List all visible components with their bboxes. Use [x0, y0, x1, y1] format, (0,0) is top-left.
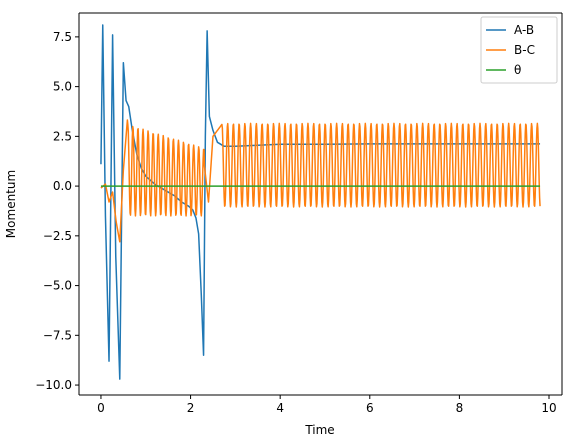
x-tick-label: 0	[97, 401, 105, 415]
legend-frame	[480, 16, 558, 84]
y-axis-ticks: −10.0 −7.5 −5.0 −2.5 0.0 2.5 5.0 7.5	[35, 30, 79, 392]
y-tick-label: −5.0	[43, 279, 72, 293]
y-tick-label: −10.0	[35, 378, 72, 392]
x-tick-label: 2	[187, 401, 195, 415]
legend-label-theta: θ	[514, 63, 521, 77]
y-tick-label: −7.5	[43, 328, 72, 342]
y-axis-label: Momentum	[4, 170, 18, 238]
series-line-b-c	[100, 119, 541, 243]
x-axis-label: Time	[304, 423, 334, 437]
series-layer	[100, 24, 541, 380]
legend-label-a-b: A-B	[514, 23, 534, 37]
x-tick-label: 10	[541, 401, 556, 415]
x-axis-ticks: 0 2 4 6 8 10	[97, 395, 557, 415]
axes-frame	[78, 12, 563, 396]
legend-label-b-c: B-C	[514, 43, 535, 57]
y-tick-label: 5.0	[53, 80, 72, 94]
y-tick-label: 0.0	[53, 179, 72, 193]
y-tick-label: −2.5	[43, 229, 72, 243]
series-line-a-b	[100, 24, 541, 380]
y-tick-label: 7.5	[53, 30, 72, 44]
x-tick-label: 6	[366, 401, 374, 415]
x-tick-label: 4	[276, 401, 284, 415]
y-tick-label: 2.5	[53, 129, 72, 143]
legend: A-B B-C θ	[480, 16, 558, 84]
x-tick-label: 8	[456, 401, 464, 415]
